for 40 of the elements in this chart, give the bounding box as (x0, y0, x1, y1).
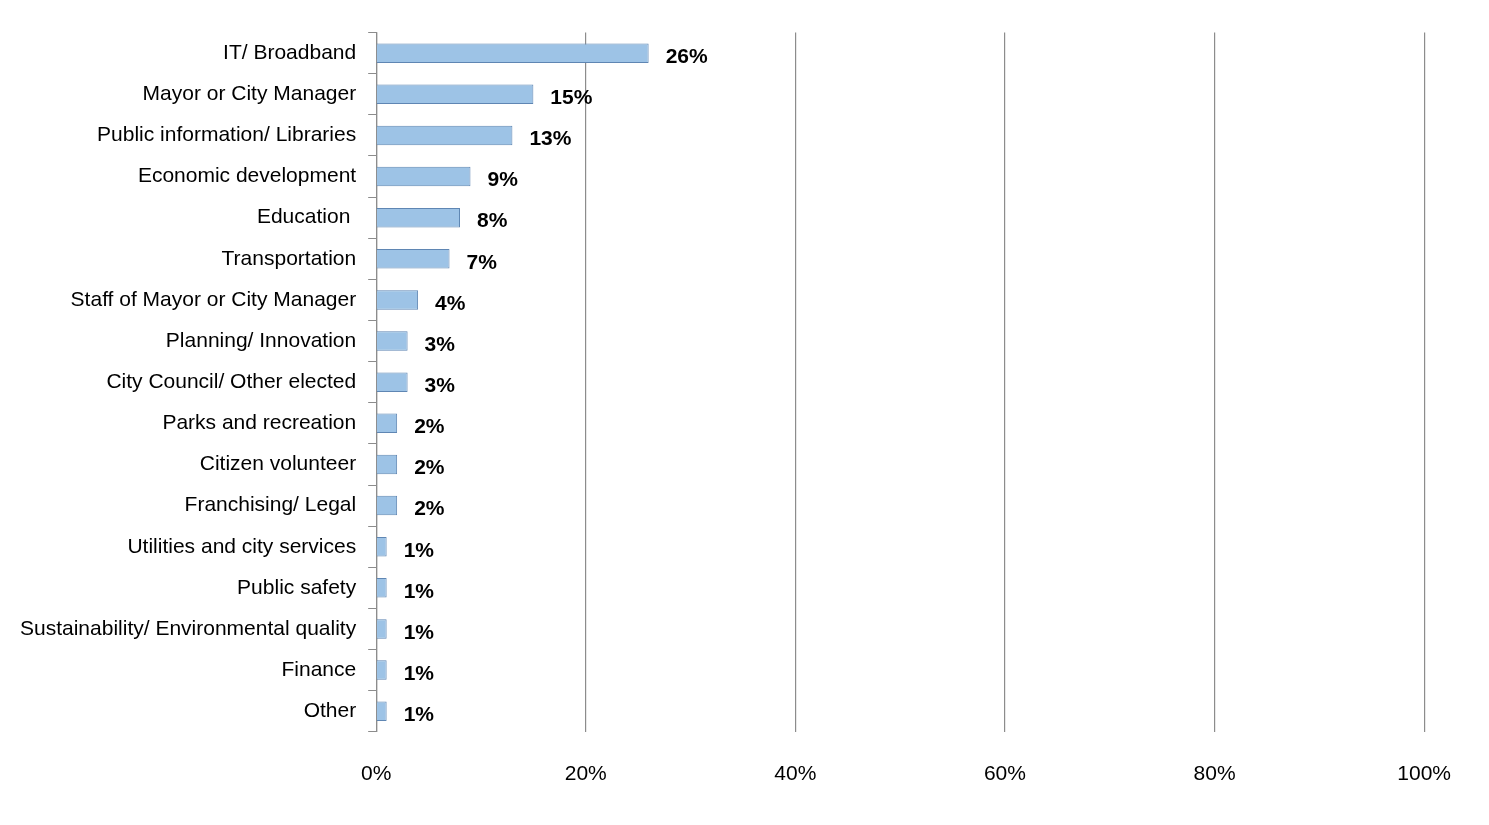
y-tick-label: Education (256, 204, 357, 228)
data-label: 1% (403, 660, 435, 684)
y-tick-label: Sustainability/ Environmental quality (19, 615, 357, 639)
data-label: 2% (414, 455, 445, 479)
x-tick-label: 60% (983, 761, 1026, 785)
y-tick-label: Franchising/ Legal (184, 492, 357, 516)
data-label: 15% (550, 85, 593, 109)
x-tick-label: 20% (564, 761, 607, 785)
y-tick-label: Other (303, 698, 357, 722)
y-tick-label: Citizen volunteer (199, 451, 357, 475)
data-label: 4% (435, 290, 466, 314)
data-label: 26% (665, 43, 709, 67)
data-label: 2% (414, 496, 445, 520)
data-label: 1% (403, 702, 435, 726)
y-tick-label: City Council/ Other elected (106, 369, 357, 392)
x-tick-label: 40% (774, 761, 817, 785)
y-tick-label: Parks and recreation (162, 410, 357, 434)
x-tick-label: 100% (1397, 761, 1451, 785)
y-tick-label: Public safety (237, 574, 357, 598)
y-tick-label: Economic development (137, 163, 357, 187)
x-tick-label: 80% (1193, 761, 1236, 785)
data-label: 1% (403, 537, 435, 561)
y-tick-label: IT/ Broadband (223, 39, 357, 63)
data-label: 3% (424, 373, 456, 396)
x-tick-label: 0% (360, 761, 392, 785)
data-label: 2% (414, 414, 445, 438)
data-label: 8% (477, 208, 508, 232)
y-tick-label: Transportation (221, 245, 357, 269)
y-tick-label: Public information/ Libraries (97, 122, 357, 146)
data-label: 1% (403, 578, 435, 602)
data-label: 7% (466, 249, 498, 273)
y-tick-label: Planning/ Innovation (165, 327, 357, 351)
y-tick-label: Finance (281, 656, 357, 680)
y-tick-label: Utilities and city services (127, 533, 357, 557)
y-tick-label: Mayor or City Manager (142, 81, 357, 105)
data-label: 9% (487, 167, 519, 191)
data-label: 3% (424, 331, 456, 355)
data-label: 13% (529, 126, 572, 150)
data-label: 1% (403, 619, 435, 643)
y-tick-label: Staff of Mayor or City Manager (70, 286, 357, 310)
